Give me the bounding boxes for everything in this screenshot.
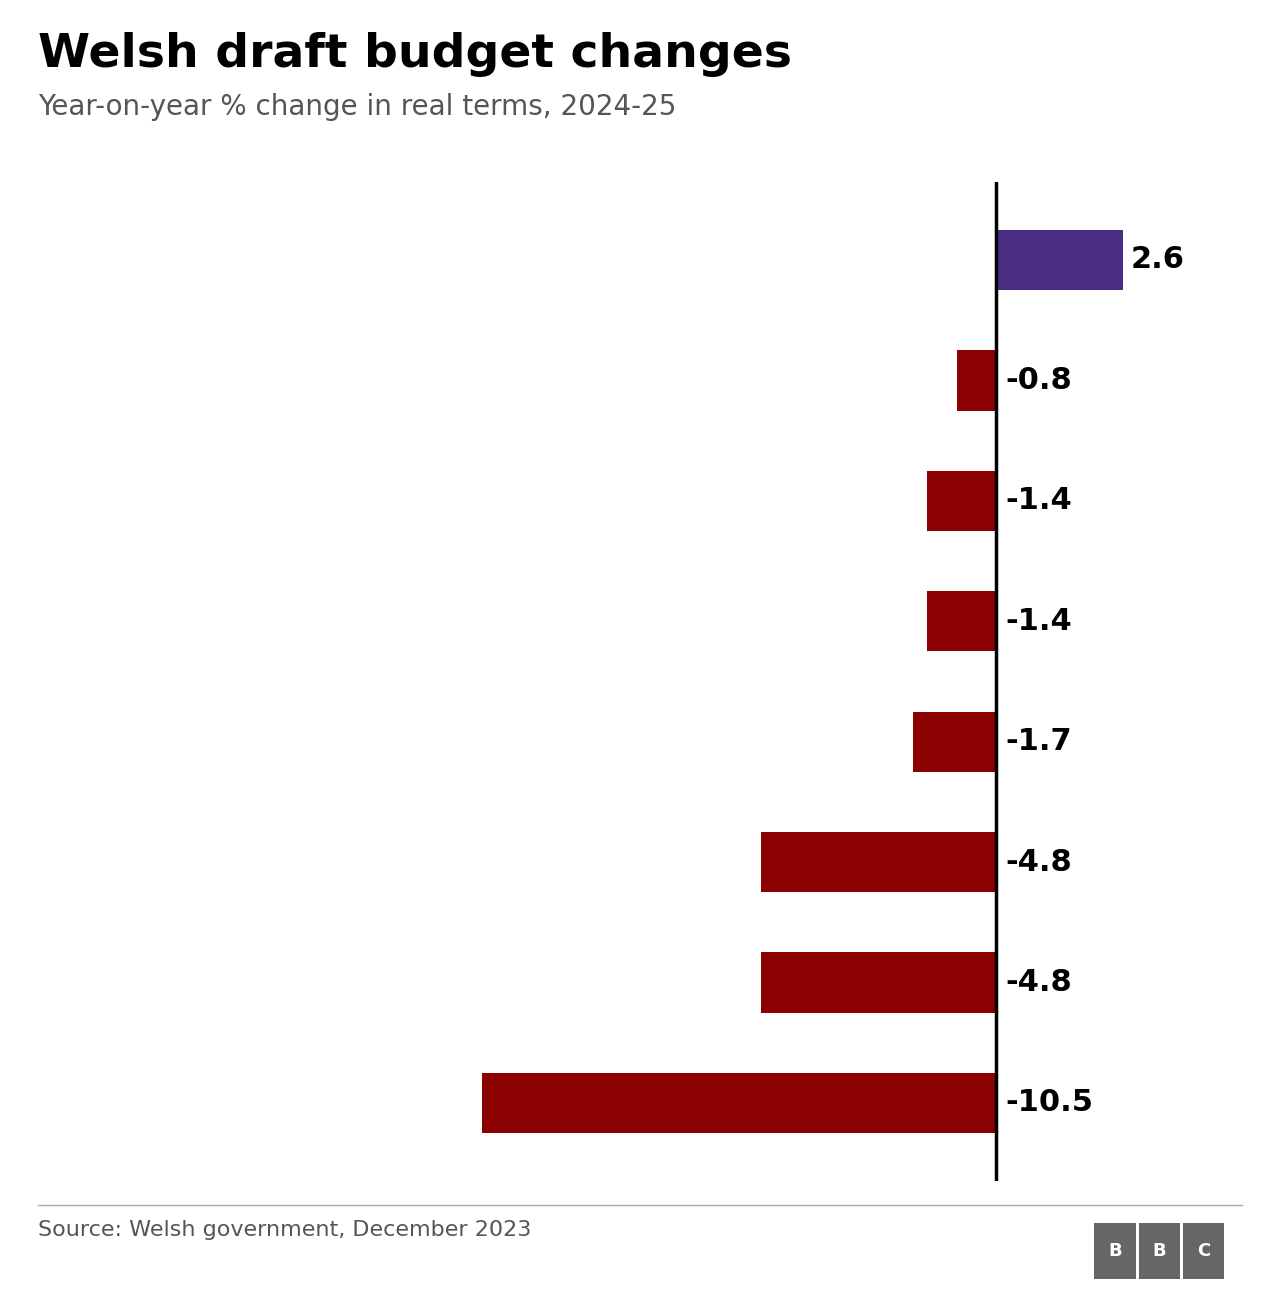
- Bar: [760, 953, 996, 1012]
- Text: -1.4: -1.4: [1006, 487, 1073, 515]
- Text: -4.8: -4.8: [1006, 968, 1073, 997]
- FancyBboxPatch shape: [1183, 1223, 1224, 1280]
- Bar: [760, 832, 996, 892]
- Text: -0.8: -0.8: [1006, 366, 1073, 395]
- Text: Year-on-year % change in real terms, 2024-25: Year-on-year % change in real terms, 202…: [38, 93, 677, 122]
- Text: -1.7: -1.7: [1006, 727, 1073, 757]
- Text: -4.8: -4.8: [1006, 848, 1073, 876]
- Bar: [956, 350, 996, 410]
- Text: B: B: [1152, 1242, 1166, 1260]
- Text: -1.4: -1.4: [1006, 606, 1073, 636]
- Bar: [927, 471, 996, 531]
- Text: B: B: [1108, 1242, 1121, 1260]
- Text: 2.6: 2.6: [1130, 245, 1184, 274]
- Bar: [927, 591, 996, 652]
- FancyBboxPatch shape: [1139, 1223, 1180, 1280]
- Text: -10.5: -10.5: [1006, 1089, 1093, 1118]
- Text: Welsh draft budget changes: Welsh draft budget changes: [38, 32, 792, 78]
- Bar: [996, 230, 1123, 289]
- Bar: [913, 711, 996, 772]
- Text: Source: Welsh government, December 2023: Source: Welsh government, December 2023: [38, 1220, 531, 1240]
- Bar: [481, 1073, 996, 1133]
- FancyBboxPatch shape: [1094, 1223, 1135, 1280]
- Text: C: C: [1197, 1242, 1211, 1260]
